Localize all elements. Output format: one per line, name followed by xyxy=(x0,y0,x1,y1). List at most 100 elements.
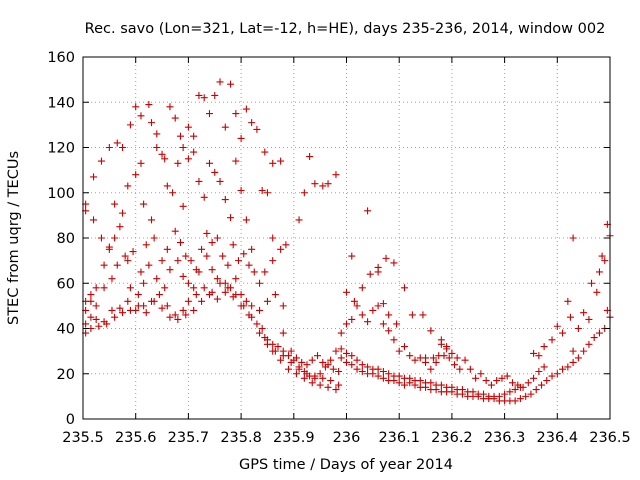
x-tick-label: 235.6 xyxy=(115,430,157,446)
data-point xyxy=(229,241,237,249)
data-point xyxy=(111,200,119,208)
data-point xyxy=(248,119,256,127)
data-point xyxy=(335,381,343,389)
data-point xyxy=(203,229,211,237)
data-point xyxy=(126,121,134,129)
data-point xyxy=(427,379,435,387)
data-point xyxy=(256,306,264,314)
data-point xyxy=(140,200,148,208)
data-point xyxy=(116,223,124,231)
data-point xyxy=(379,300,387,308)
data-point xyxy=(524,379,532,387)
data-point xyxy=(343,288,350,296)
data-point xyxy=(292,370,300,378)
data-point xyxy=(190,148,198,156)
data-point xyxy=(295,363,303,371)
data-point xyxy=(343,320,350,328)
data-point xyxy=(174,159,182,167)
data-point xyxy=(124,182,132,190)
data-point xyxy=(416,377,424,385)
data-point xyxy=(179,272,187,280)
data-point xyxy=(319,374,327,382)
data-point xyxy=(522,392,530,400)
data-point xyxy=(448,383,456,391)
data-point xyxy=(353,365,361,373)
data-point xyxy=(166,313,174,321)
data-point xyxy=(395,347,403,355)
data-point xyxy=(458,386,466,394)
data-point xyxy=(543,377,551,385)
data-point xyxy=(559,365,567,373)
y-tick-label: 120 xyxy=(47,141,75,157)
data-point xyxy=(234,257,242,265)
data-point xyxy=(213,295,221,303)
data-point xyxy=(295,216,303,224)
data-point xyxy=(472,374,480,382)
data-point xyxy=(192,291,200,299)
data-point xyxy=(448,349,456,357)
data-point xyxy=(119,209,127,217)
data-point xyxy=(237,134,245,142)
data-point xyxy=(100,284,108,292)
data-point xyxy=(161,155,169,163)
data-point xyxy=(87,291,95,299)
data-point xyxy=(198,245,206,253)
data-point xyxy=(129,248,137,256)
data-point xyxy=(343,349,350,357)
data-point xyxy=(511,397,519,405)
data-point xyxy=(148,216,156,224)
data-point xyxy=(153,275,161,283)
data-point xyxy=(256,329,264,337)
data-point xyxy=(400,381,408,389)
data-point xyxy=(343,358,350,366)
x-tick-labels: 235.5 235.6 235.7 235.8 235.9 236 236.1 236.2 23… xyxy=(62,430,631,446)
data-point xyxy=(269,159,277,167)
data-point xyxy=(184,297,192,305)
data-point xyxy=(348,361,356,369)
data-point xyxy=(385,370,393,378)
data-point xyxy=(445,354,453,362)
data-point xyxy=(308,356,316,364)
data-point xyxy=(379,320,387,328)
data-point xyxy=(245,311,253,319)
data-point xyxy=(87,313,95,321)
data-point xyxy=(258,325,266,332)
data-point xyxy=(480,390,488,398)
data-point xyxy=(277,157,285,165)
data-point xyxy=(92,284,100,292)
data-point xyxy=(113,261,121,269)
x-tick-label: 235.7 xyxy=(168,430,210,446)
data-point xyxy=(190,284,198,292)
y-tick-label: 80 xyxy=(57,231,75,247)
data-point xyxy=(535,352,543,360)
data-point xyxy=(263,189,271,197)
data-point xyxy=(208,266,216,274)
data-point xyxy=(311,180,319,188)
data-point xyxy=(279,329,287,337)
data-point xyxy=(134,302,142,310)
data-point xyxy=(590,334,598,342)
data-point xyxy=(553,322,561,330)
data-point xyxy=(271,291,279,299)
data-point xyxy=(329,365,337,373)
data-point xyxy=(427,365,435,373)
data-point xyxy=(332,171,340,179)
data-point xyxy=(155,291,163,299)
data-point xyxy=(242,105,250,113)
x-tick-label: 236 xyxy=(333,430,361,446)
data-point xyxy=(216,279,224,287)
data-point xyxy=(574,325,582,332)
data-point xyxy=(353,356,361,364)
data-point xyxy=(585,315,593,323)
y-tick-label: 40 xyxy=(57,322,75,338)
y-tick-label: 20 xyxy=(57,367,75,383)
data-point xyxy=(595,268,603,276)
data-point xyxy=(358,284,366,292)
data-point xyxy=(385,327,393,335)
data-point xyxy=(90,216,98,224)
data-point xyxy=(348,352,356,360)
data-point xyxy=(126,284,134,292)
data-point xyxy=(195,91,203,99)
data-point xyxy=(332,347,340,355)
data-point xyxy=(537,381,545,389)
